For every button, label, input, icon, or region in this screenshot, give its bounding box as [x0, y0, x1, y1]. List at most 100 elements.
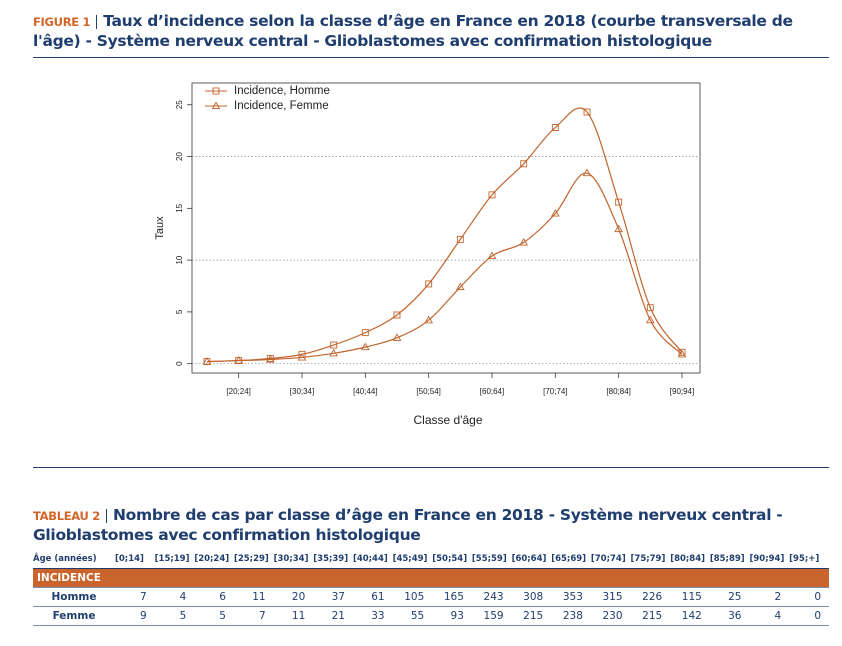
- cell: 105: [392, 587, 433, 607]
- rule: [33, 57, 829, 58]
- figure-label: FIGURE 1: [33, 15, 98, 29]
- column-header: [80;84]: [670, 551, 710, 569]
- column-header: [90;94]: [749, 551, 790, 569]
- data-point: [297, 352, 307, 361]
- column-header: [45;49]: [392, 551, 433, 569]
- data-point: [456, 235, 464, 243]
- legend-marker: [212, 87, 220, 95]
- legend-label: Incidence, Homme: [234, 85, 330, 97]
- column-header: [85;89]: [709, 551, 750, 569]
- cell: 353: [551, 587, 591, 607]
- cell: 5: [194, 606, 234, 626]
- column-header: [15;19]: [154, 551, 195, 569]
- data-point: [615, 198, 623, 206]
- row-label: Homme: [33, 587, 115, 607]
- column-header: [0;14]: [115, 551, 155, 569]
- table-row: Homme 7 4 6 11 20 37 61 105 165 243 308 353 315 226 115…: [33, 587, 829, 607]
- cell: 6: [194, 587, 234, 607]
- column-header: [30;34]: [273, 551, 314, 569]
- column-header: [60;64]: [511, 551, 552, 569]
- table-heading: TABLEAU 2 Nombre de cas par classe d’âge …: [33, 506, 823, 545]
- cell: 37: [313, 587, 353, 607]
- data-point: [329, 348, 339, 357]
- y-tick-label: 15: [175, 203, 184, 212]
- column-header: [65;69]: [551, 551, 591, 569]
- x-tick-label: [20;24]: [226, 387, 250, 396]
- x-tick-label: [50;54]: [416, 387, 440, 396]
- data-point: [424, 315, 434, 324]
- cell: 11: [233, 587, 274, 607]
- data-point: [677, 349, 687, 358]
- cell: 142: [670, 606, 710, 626]
- cell: 243: [471, 587, 512, 607]
- header-row: Âge (années) [0;14] [15;19] [20;24] [25;29][…: [33, 551, 829, 569]
- cell: 315: [590, 587, 631, 607]
- data-point: [614, 224, 624, 233]
- data-point: [455, 282, 465, 291]
- cell: 226: [630, 587, 671, 607]
- column-header: [95;+]: [789, 551, 829, 569]
- cell: 0: [789, 587, 829, 607]
- cell: 215: [511, 606, 552, 626]
- cell: 20: [273, 587, 314, 607]
- cell: 55: [392, 606, 433, 626]
- x-axis-label: Classe d'âge: [414, 413, 483, 427]
- data-point: [393, 311, 401, 319]
- data-point: [330, 341, 338, 349]
- cell: 21: [313, 606, 353, 626]
- section-row: INCIDENCE: [33, 568, 829, 588]
- column-header: Âge (années): [33, 551, 115, 569]
- cell: 4: [154, 587, 195, 607]
- data-point: [487, 251, 497, 260]
- table-title: Nombre de cas par classe d’âge en France…: [33, 506, 783, 544]
- column-header: [20;24]: [194, 551, 234, 569]
- column-header: [35;39]: [313, 551, 353, 569]
- y-axis-label: Taux: [154, 216, 166, 240]
- data-point: [488, 191, 496, 199]
- cell: 5: [154, 606, 195, 626]
- cell: 159: [471, 606, 512, 626]
- x-tick-label: [80;84]: [606, 387, 630, 396]
- table-row: Femme 9 5 5 7 11 21 33 55 93 159 215 238 230 215 142 36 4…: [33, 606, 829, 626]
- cell: 61: [352, 587, 393, 607]
- column-header: [75;79]: [630, 551, 671, 569]
- data-table: Âge (années) [0;14] [15;19] [20;24] [25;29][…: [33, 551, 829, 626]
- cell: 0: [789, 606, 829, 626]
- legend-label: Incidence, Femme: [234, 100, 329, 112]
- cell: 165: [432, 587, 472, 607]
- y-tick-label: 10: [175, 255, 184, 264]
- plot-frame: [191, 82, 701, 374]
- cell: 33: [352, 606, 393, 626]
- x-tick-label: [30;34]: [290, 387, 314, 396]
- y-tick-label: 20: [175, 152, 184, 161]
- cell: 36: [709, 606, 750, 626]
- x-tick-label: [70;74]: [543, 387, 567, 396]
- column-header: [70;74]: [590, 551, 631, 569]
- y-tick-label: 0: [175, 361, 184, 366]
- data-point: [520, 160, 528, 168]
- cell: 238: [551, 606, 591, 626]
- data-point: [360, 342, 370, 351]
- data-point: [234, 356, 244, 364]
- column-header: [50;54]: [432, 551, 472, 569]
- data-point: [361, 329, 369, 337]
- data-point: [265, 355, 275, 363]
- column-header: [40;44]: [352, 551, 393, 569]
- column-header: [55;59]: [471, 551, 512, 569]
- cell: 2: [749, 587, 790, 607]
- figure-title: Taux d’incidence selon la classe d’âge e…: [33, 12, 793, 50]
- cell: 115: [670, 587, 710, 607]
- data-point: [646, 304, 654, 312]
- cell: 4: [749, 606, 790, 626]
- cell: 230: [590, 606, 631, 626]
- data-point: [519, 238, 529, 246]
- cell: 7: [115, 587, 155, 607]
- series-line: [206, 107, 683, 363]
- figure-heading: FIGURE 1 Taux d’incidence selon la classe…: [33, 12, 823, 51]
- cell: 25: [709, 587, 750, 607]
- y-tick-label: 25: [175, 100, 184, 109]
- data-point: [645, 315, 655, 324]
- x-tick-label: [60;64]: [480, 387, 504, 396]
- series-line: [206, 172, 683, 363]
